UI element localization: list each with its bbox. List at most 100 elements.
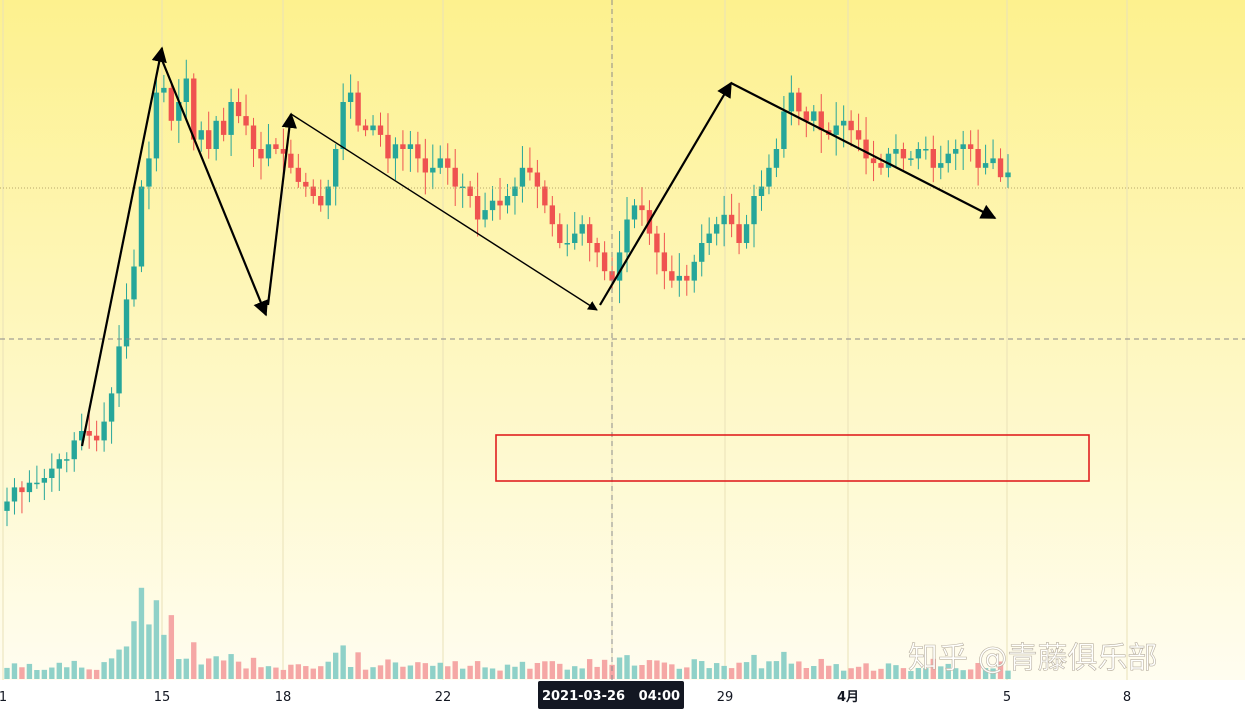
- candle-body: [452, 167, 458, 187]
- volume-bar: [273, 667, 279, 679]
- candle-body: [997, 158, 1004, 178]
- candle-body: [609, 271, 615, 281]
- volume-bar: [758, 668, 765, 679]
- volume-bar: [512, 666, 518, 679]
- volume-bar: [863, 663, 869, 679]
- candle-body: [79, 431, 85, 441]
- volume-bar: [430, 665, 436, 679]
- volume-bar: [885, 663, 892, 679]
- candle-body: [26, 482, 33, 493]
- volume-bar: [713, 663, 720, 679]
- candle-body: [721, 214, 727, 225]
- volume-bar: [355, 652, 361, 679]
- candle-body: [400, 144, 406, 149]
- candle-body: [407, 144, 414, 149]
- volume-bar: [766, 661, 772, 679]
- candle-body: [758, 186, 765, 196]
- volume-bar: [318, 666, 324, 679]
- volume-bar: [915, 667, 922, 679]
- candle-body: [86, 431, 92, 436]
- candle-body: [41, 478, 48, 483]
- x-tick-label: 18: [275, 690, 292, 705]
- candle-body: [176, 102, 182, 121]
- volume-bar: [840, 670, 847, 679]
- volume-bar: [422, 663, 429, 679]
- candle-body: [93, 435, 100, 441]
- volume-bar: [108, 658, 115, 679]
- volume-bar: [945, 663, 951, 679]
- candle-body: [542, 186, 548, 206]
- candle-body: [594, 243, 600, 253]
- crosshair-time-label: 2021-03-26 04:00: [538, 681, 684, 709]
- volume-bar: [4, 667, 10, 679]
- candle-body: [206, 130, 212, 149]
- volume-bar: [198, 664, 204, 679]
- volume-bar: [1005, 670, 1011, 679]
- candle-body: [572, 233, 578, 243]
- volume-bar: [661, 662, 668, 679]
- volume-bar: [616, 657, 623, 679]
- volume-bar: [243, 668, 249, 679]
- volume-bar: [123, 646, 130, 679]
- candle-body: [960, 144, 966, 149]
- volume-bar: [855, 666, 862, 679]
- volume-bar: [34, 670, 40, 679]
- volume-bar: [736, 662, 742, 679]
- candle-body: [385, 134, 391, 159]
- volume-bar: [213, 656, 219, 679]
- candle-body: [437, 158, 443, 168]
- volume-bar: [325, 661, 331, 679]
- candle-body: [639, 205, 645, 211]
- candle-body: [893, 149, 899, 154]
- candle-body: [990, 158, 996, 164]
- candle-body: [235, 102, 242, 117]
- candle-body: [280, 149, 287, 154]
- candle-body: [743, 224, 750, 243]
- volume-bar: [482, 667, 488, 679]
- candle-body: [56, 459, 62, 469]
- candle-body: [870, 158, 877, 164]
- candle-body: [213, 120, 219, 149]
- volume-bar: [146, 624, 152, 679]
- time-axis: 1 15 18 22 29 4月 5 8 2021-03-26 04:00: [0, 680, 1245, 711]
- candle-body: [325, 186, 331, 206]
- candle-body: [930, 149, 936, 168]
- candle-body: [773, 149, 780, 168]
- x-tick-label: 15: [154, 690, 171, 705]
- volume-bar: [303, 666, 309, 679]
- candle-body: [123, 299, 130, 347]
- volume-bar: [407, 665, 414, 679]
- candle-body: [430, 167, 436, 173]
- candle-body: [497, 200, 503, 206]
- volume-bar: [332, 652, 339, 679]
- volume-bar: [990, 668, 996, 679]
- candle-body: [273, 144, 279, 149]
- volume-bar: [153, 600, 160, 679]
- volume-bar: [579, 668, 585, 679]
- volume-bar: [594, 666, 600, 679]
- candle-body: [183, 78, 189, 102]
- x-tick-label: 8: [1123, 690, 1131, 705]
- candle-body: [601, 252, 608, 272]
- candle-body: [258, 149, 264, 159]
- volume-bar: [11, 663, 18, 679]
- candle-body: [131, 266, 137, 300]
- candle-body: [736, 224, 742, 243]
- candle-body: [938, 163, 944, 168]
- candle-body: [489, 200, 496, 211]
- candle-body: [631, 205, 638, 220]
- candle-body: [445, 158, 451, 168]
- chart-background: [0, 0, 1245, 680]
- volume-bar: [833, 664, 839, 679]
- candle-body: [803, 111, 809, 121]
- candle-body: [161, 87, 167, 93]
- volume-bar: [803, 668, 809, 679]
- candle-body: [512, 186, 518, 196]
- candle-body: [467, 186, 473, 196]
- candle-body: [303, 181, 309, 187]
- candle-body: [49, 468, 55, 478]
- candle-body: [579, 224, 585, 234]
- candle-body: [967, 144, 974, 149]
- volume-bar: [206, 658, 212, 679]
- volume-bar: [445, 666, 451, 679]
